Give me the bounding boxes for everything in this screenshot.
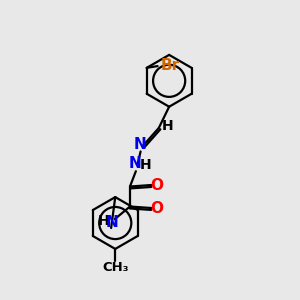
Text: CH₃: CH₃ — [102, 261, 128, 274]
Text: N: N — [129, 156, 141, 171]
Text: H: H — [98, 214, 109, 228]
Text: N: N — [134, 137, 147, 152]
Text: N: N — [105, 215, 118, 230]
Text: H: H — [140, 158, 152, 172]
Text: Br: Br — [160, 58, 180, 73]
Text: O: O — [150, 178, 163, 193]
Text: O: O — [150, 200, 163, 215]
Text: H: H — [161, 119, 173, 134]
